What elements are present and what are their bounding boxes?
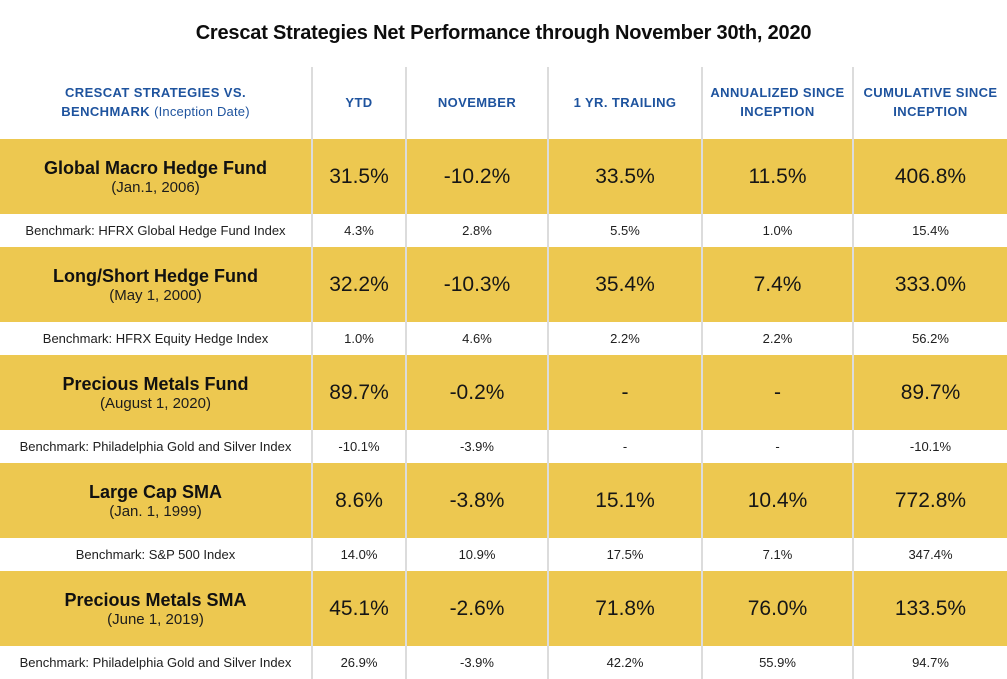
strategy-value-november: -3.8% [405,463,547,538]
header-cell-1yr-trailing: 1 YR. TRAILING [547,67,701,139]
benchmark-value-annualized: - [701,430,852,463]
strategy-value-1yr-trailing: 15.1% [547,463,701,538]
benchmark-value-1yr-trailing: - [547,430,701,463]
benchmark-row: Benchmark: HFRX Global Hedge Fund Index … [0,214,1007,247]
strategy-inception-date: (August 1, 2020) [100,395,211,413]
strategy-inception-date: (June 1, 2019) [107,611,204,629]
benchmark-value-annualized: 7.1% [701,538,852,571]
strategy-value-1yr-trailing: 71.8% [547,571,701,646]
strategy-name: Long/Short Hedge Fund [53,265,258,286]
table-body: Global Macro Hedge Fund (Jan.1, 2006) 31… [0,139,1007,679]
benchmark-value-cumulative: 347.4% [852,538,1007,571]
strategy-name-cell: Precious Metals SMA (June 1, 2019) [0,571,311,646]
strategy-value-november: -10.2% [405,139,547,214]
benchmark-value-november: 4.6% [405,322,547,355]
strategy-value-ytd: 45.1% [311,571,405,646]
benchmark-value-annualized: 55.9% [701,646,852,679]
strategy-value-cumulative: 133.5% [852,571,1007,646]
benchmark-value-cumulative: 15.4% [852,214,1007,247]
strategy-name: Large Cap SMA [88,481,223,502]
benchmark-name: Benchmark: Philadelphia Gold and Silver … [19,655,292,670]
benchmark-name: Benchmark: S&P 500 Index [75,547,236,562]
benchmark-value-ytd: 14.0% [311,538,405,571]
strategy-value-november: -2.6% [405,571,547,646]
strategy-row: Global Macro Hedge Fund (Jan.1, 2006) 31… [0,139,1007,214]
benchmark-value-cumulative: -10.1% [852,430,1007,463]
strategy-name-cell: Long/Short Hedge Fund (May 1, 2000) [0,247,311,322]
benchmark-value-ytd: -10.1% [311,430,405,463]
benchmark-name: Benchmark: HFRX Equity Hedge Index [42,331,269,346]
benchmark-value-ytd: 1.0% [311,322,405,355]
benchmark-value-november: -3.9% [405,430,547,463]
strategy-name: Precious Metals SMA [64,589,247,610]
strategy-value-annualized: 11.5% [701,139,852,214]
strategy-row: Precious Metals SMA (June 1, 2019) 45.1%… [0,571,1007,646]
benchmark-value-november: 10.9% [405,538,547,571]
benchmark-value-annualized: 1.0% [701,214,852,247]
strategy-value-ytd: 32.2% [311,247,405,322]
benchmark-value-cumulative: 56.2% [852,322,1007,355]
benchmark-value-ytd: 4.3% [311,214,405,247]
strategy-name: Precious Metals Fund [62,373,249,394]
benchmark-value-cumulative: 94.7% [852,646,1007,679]
benchmark-name: Benchmark: HFRX Global Hedge Fund Index [25,223,286,238]
benchmark-row: Benchmark: Philadelphia Gold and Silver … [0,646,1007,679]
strategy-name: Global Macro Hedge Fund [43,157,267,178]
header-cell-november: NOVEMBER [405,67,547,139]
benchmark-value-november: 2.8% [405,214,547,247]
strategy-inception-date: (May 1, 2000) [109,287,202,305]
header-cell-ytd: YTD [311,67,405,139]
strategy-value-cumulative: 406.8% [852,139,1007,214]
benchmark-value-ytd: 26.9% [311,646,405,679]
benchmark-value-annualized: 2.2% [701,322,852,355]
benchmark-value-1yr-trailing: 2.2% [547,322,701,355]
header-strategies-label: CRESCAT STRATEGIES VS. BENCHMARK (Incept… [22,84,290,122]
header-inception-date: (Inception Date) [154,104,250,119]
page-title: Crescat Strategies Net Performance throu… [195,22,812,44]
strategy-value-annualized: 76.0% [701,571,852,646]
strategy-row: Large Cap SMA (Jan. 1, 1999) 8.6% -3.8% … [0,463,1007,538]
benchmark-row: Benchmark: HFRX Equity Hedge Index 1.0% … [0,322,1007,355]
strategy-row: Long/Short Hedge Fund (May 1, 2000) 32.2… [0,247,1007,322]
strategy-value-november: -0.2% [405,355,547,430]
strategy-value-ytd: 89.7% [311,355,405,430]
title-bar: Crescat Strategies Net Performance throu… [0,0,1007,67]
strategy-inception-date: (Jan. 1, 1999) [109,503,202,521]
strategy-value-1yr-trailing: 35.4% [547,247,701,322]
benchmark-name: Benchmark: Philadelphia Gold and Silver … [19,439,292,454]
strategy-value-november: -10.3% [405,247,547,322]
benchmark-value-1yr-trailing: 17.5% [547,538,701,571]
table-header-row: CRESCAT STRATEGIES VS. BENCHMARK (Incept… [0,67,1007,139]
strategy-name-cell: Large Cap SMA (Jan. 1, 1999) [0,463,311,538]
strategy-value-annualized: - [701,355,852,430]
strategy-value-cumulative: 89.7% [852,355,1007,430]
strategy-name-cell: Global Macro Hedge Fund (Jan.1, 2006) [0,139,311,214]
benchmark-row: Benchmark: S&P 500 Index 14.0% 10.9% 17.… [0,538,1007,571]
header-cell-strategies: CRESCAT STRATEGIES VS. BENCHMARK (Incept… [0,67,311,139]
benchmark-value-november: -3.9% [405,646,547,679]
performance-table: CRESCAT STRATEGIES VS. BENCHMARK (Incept… [0,67,1007,679]
strategy-name-cell: Precious Metals Fund (August 1, 2020) [0,355,311,430]
strategy-inception-date: (Jan.1, 2006) [111,179,200,197]
strategy-value-annualized: 10.4% [701,463,852,538]
strategy-value-ytd: 31.5% [311,139,405,214]
benchmark-value-1yr-trailing: 5.5% [547,214,701,247]
strategy-value-1yr-trailing: - [547,355,701,430]
benchmark-value-1yr-trailing: 42.2% [547,646,701,679]
strategy-value-ytd: 8.6% [311,463,405,538]
strategy-value-cumulative: 333.0% [852,247,1007,322]
header-cell-cumulative-since-inception: CUMULATIVE SINCE INCEPTION [852,67,1007,139]
benchmark-row: Benchmark: Philadelphia Gold and Silver … [0,430,1007,463]
header-strategies-main: CRESCAT STRATEGIES VS. BENCHMARK [61,85,246,119]
header-cell-annualized-since-inception: ANNUALIZED SINCE INCEPTION [701,67,852,139]
strategy-row: Precious Metals Fund (August 1, 2020) 89… [0,355,1007,430]
strategy-value-cumulative: 772.8% [852,463,1007,538]
strategy-value-1yr-trailing: 33.5% [547,139,701,214]
strategy-value-annualized: 7.4% [701,247,852,322]
